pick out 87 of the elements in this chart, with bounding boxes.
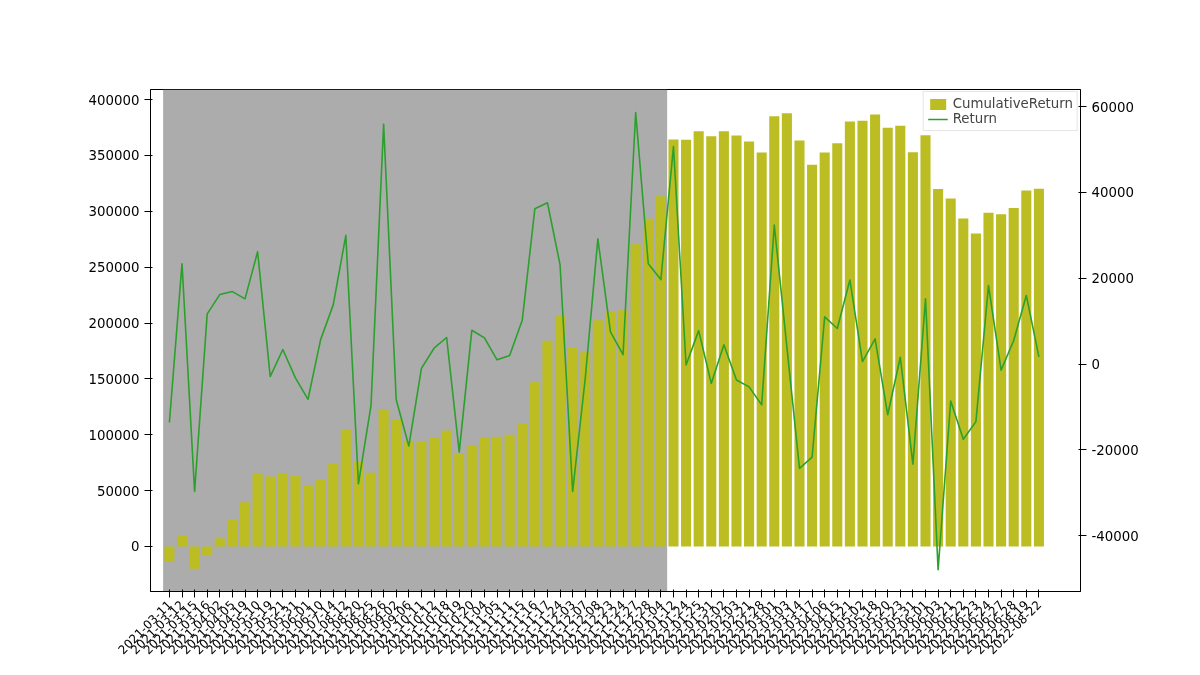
bar [239,502,251,547]
y-tick-label: 0 [131,539,140,555]
bar [529,382,540,547]
bar [681,139,692,547]
bar [857,120,868,547]
bar [378,409,389,547]
y-tick-label: 250000 [88,260,140,276]
bar [945,198,956,547]
bar [454,453,465,547]
bar [1033,188,1044,547]
y-tick-label: 200000 [88,316,140,331]
bar [176,536,188,547]
bar [391,419,402,547]
bar [517,423,528,547]
y-tick-label: 150000 [88,371,140,387]
bar [429,437,440,547]
bar [693,131,704,547]
legend-label: CumulativeReturn [952,96,1073,111]
bar [189,546,200,569]
bar [479,437,490,547]
bar [920,135,931,547]
bar [466,444,477,547]
bar [580,352,591,547]
bar [227,519,238,547]
bar [819,152,830,547]
bar [315,479,326,547]
bar [164,546,175,562]
bar [441,430,452,547]
bar [202,546,213,557]
bar [302,485,314,547]
bar [794,140,805,547]
y-tick-label: 100000 [88,427,140,443]
line-series [168,111,1040,571]
bar [933,189,944,547]
y2-tick-label: 20000 [1091,271,1134,287]
bar [630,244,641,547]
bar [907,152,918,547]
bar [542,340,553,547]
bar [1008,208,1019,547]
bar [492,436,503,547]
bar [328,463,339,547]
y2-tick-label: 40000 [1091,185,1134,201]
bar [504,434,515,547]
bar [844,121,855,547]
y-tick-label: 350000 [88,148,140,164]
y-tick-label: 400000 [88,92,140,108]
bar [365,472,377,547]
bar [340,430,351,547]
bar [403,440,414,547]
bar [290,476,301,547]
bar [252,472,263,547]
bar [870,114,881,547]
bar [996,214,1007,547]
bar [605,311,616,547]
legend-label: Return [952,111,997,126]
bar [706,136,717,547]
bar [769,116,780,547]
bar [618,310,629,547]
bar [882,127,893,547]
bar [744,141,755,547]
bar [807,164,818,547]
bar [655,196,666,547]
y2-tick-label: 0 [1091,357,1100,373]
bar [756,152,767,547]
bar [781,113,792,547]
y2-tick-label: -20000 [1091,442,1139,458]
bar [277,472,288,547]
bar [668,139,679,547]
bar [970,233,981,547]
bar [416,441,427,547]
bar [895,125,906,547]
bar [718,131,729,547]
bar [353,461,364,547]
bar [214,538,225,547]
bar [265,476,276,547]
y-tick-label: 300000 [88,204,140,220]
bar [832,143,843,547]
bar [958,218,969,547]
bar [643,218,654,547]
y2-tick-label: -40000 [1091,528,1139,544]
bar [731,135,742,547]
bar [983,212,994,547]
bar [555,315,566,547]
y2-tick-label: 60000 [1091,99,1134,115]
y-tick-label: 50000 [97,483,140,499]
bar [1021,190,1032,547]
bar [592,320,603,547]
